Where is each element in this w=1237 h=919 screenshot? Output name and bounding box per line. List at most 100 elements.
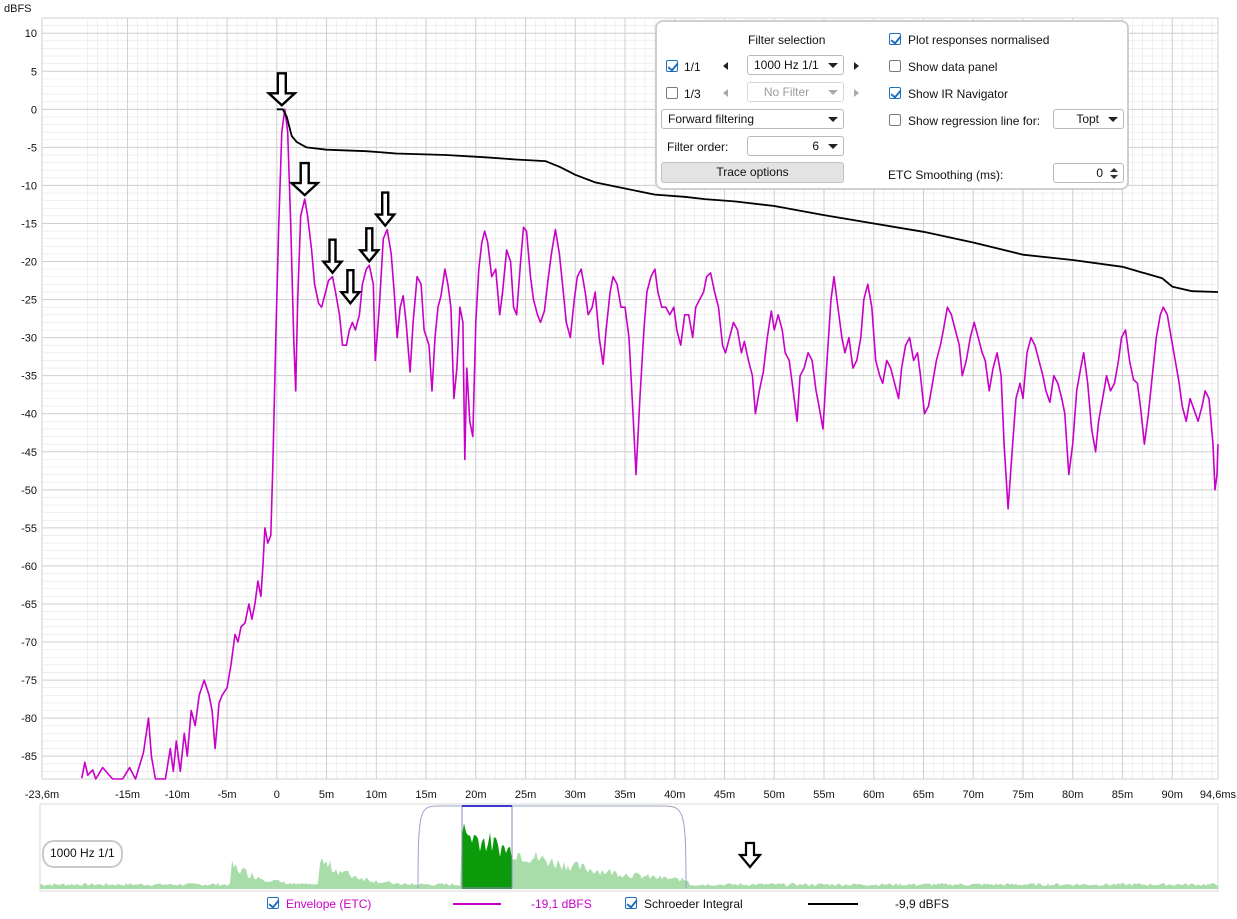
octave-1-3-label: 1/3 bbox=[684, 87, 701, 101]
x-tick-label: 90m bbox=[1162, 789, 1183, 800]
y-tick-label: -30 bbox=[21, 333, 37, 345]
legend-schroeder: Schroeder Integral -9,9 dBFS bbox=[625, 894, 965, 914]
y-tick-label: -35 bbox=[21, 371, 37, 383]
etc-smoothing-spinner[interactable]: 0 bbox=[1053, 163, 1124, 183]
show-data-panel-label: Show data panel bbox=[908, 60, 998, 74]
y-axis-label: dBFS bbox=[4, 3, 32, 15]
chevron-down-icon bbox=[828, 90, 838, 95]
envelope-legend-swatch bbox=[453, 903, 501, 905]
show-regression-checkbox[interactable] bbox=[889, 114, 901, 126]
y-tick-label: -5 bbox=[27, 142, 37, 154]
next-filter-right-icon[interactable] bbox=[854, 62, 859, 70]
y-tick-label: -55 bbox=[21, 523, 37, 535]
y-tick-label: -80 bbox=[21, 713, 37, 725]
plot-normalised-label: Plot responses normalised bbox=[908, 33, 1050, 47]
x-tick-label: 5m bbox=[319, 789, 334, 800]
y-tick-label: -45 bbox=[21, 447, 37, 459]
show-ir-navigator-checkbox[interactable] bbox=[889, 87, 901, 99]
x-tick-label: -15m bbox=[115, 789, 140, 800]
peak-arrow-marker bbox=[320, 238, 345, 275]
octave-filter-select[interactable]: 1000 Hz 1/1 bbox=[747, 55, 844, 75]
x-tick-label: 10m bbox=[366, 789, 387, 800]
filtering-mode-select[interactable]: Forward filtering bbox=[661, 109, 844, 129]
y-tick-label: -70 bbox=[21, 637, 37, 649]
y-tick-label: -40 bbox=[21, 409, 37, 421]
x-tick-label: 55m bbox=[813, 789, 834, 800]
y-tick-label: 10 bbox=[25, 28, 37, 40]
x-tick-label: 25m bbox=[515, 789, 536, 800]
envelope-visibility-checkbox[interactable] bbox=[267, 897, 279, 909]
peak-arrow-marker bbox=[288, 161, 321, 197]
y-tick-label: -15 bbox=[21, 218, 37, 230]
schroeder-visibility-checkbox[interactable] bbox=[625, 897, 637, 909]
x-tick-label: 70m bbox=[963, 789, 984, 800]
y-tick-label: -85 bbox=[21, 751, 37, 763]
x-tick-label: -23,6m bbox=[25, 789, 59, 800]
y-tick-label: -65 bbox=[21, 599, 37, 611]
legend-envelope: Envelope (ETC) -19,1 dBFS bbox=[267, 894, 637, 914]
show-data-panel-checkbox[interactable] bbox=[889, 60, 901, 72]
envelope-legend-label: Envelope (ETC) bbox=[286, 897, 372, 911]
x-tick-label: 35m bbox=[614, 789, 635, 800]
plot-normalised-checkbox[interactable] bbox=[889, 33, 901, 45]
y-tick-label: -25 bbox=[21, 295, 37, 307]
trace-options-button[interactable]: Trace options bbox=[661, 162, 844, 183]
x-tick-label: 75m bbox=[1012, 789, 1033, 800]
regression-param-select[interactable]: Topt bbox=[1053, 109, 1124, 129]
navigator-ir-overview bbox=[40, 823, 1218, 889]
peak-arrow-marker bbox=[357, 227, 381, 264]
y-tick-label: -60 bbox=[21, 561, 37, 573]
octave-1-3-checkbox[interactable] bbox=[666, 87, 678, 99]
spin-down-icon[interactable] bbox=[1110, 175, 1118, 179]
y-tick-label: 5 bbox=[31, 66, 37, 78]
y-tick-label: -50 bbox=[21, 485, 37, 497]
x-tick-label: 60m bbox=[863, 789, 884, 800]
chevron-down-icon bbox=[828, 117, 838, 122]
envelope-etc-line bbox=[81, 108, 1219, 780]
filter-order-value: 6 bbox=[812, 139, 819, 153]
regression-param-value: Topt bbox=[1076, 112, 1099, 126]
x-tick-label: 85m bbox=[1112, 789, 1133, 800]
x-tick-label: 40m bbox=[664, 789, 685, 800]
x-tick-label: 50m bbox=[764, 789, 785, 800]
navigator-window-envelope bbox=[417, 805, 687, 889]
x-tick-label: 45m bbox=[714, 789, 735, 800]
show-regression-label: Show regression line for: bbox=[908, 114, 1041, 128]
envelope-legend-value: -19,1 dBFS bbox=[531, 897, 592, 911]
prev-filter-left-icon[interactable] bbox=[723, 62, 728, 70]
octave-filter-value: 1000 Hz 1/1 bbox=[754, 58, 819, 72]
spin-up-icon[interactable] bbox=[1110, 168, 1118, 172]
x-tick-label: -10m bbox=[165, 789, 190, 800]
schroeder-legend-label: Schroeder Integral bbox=[644, 897, 743, 911]
x-tick-label: 15m bbox=[415, 789, 436, 800]
peak-arrow-marker bbox=[265, 72, 298, 107]
x-tick-label: 20m bbox=[465, 789, 486, 800]
filter-order-label: Filter order: bbox=[667, 140, 729, 154]
next-third-right-icon[interactable] bbox=[854, 89, 859, 97]
x-tick-label: 80m bbox=[1062, 789, 1083, 800]
octave-1-1-label: 1/1 bbox=[684, 60, 701, 74]
third-octave-filter-select[interactable]: No Filter bbox=[747, 82, 844, 102]
chevron-down-icon bbox=[828, 63, 838, 68]
x-tick-label: 30m bbox=[565, 789, 586, 800]
prev-third-left-icon[interactable] bbox=[723, 89, 728, 97]
etc-smoothing-value: 0 bbox=[1096, 166, 1103, 180]
ir-navigator[interactable] bbox=[0, 800, 1237, 900]
octave-1-1-checkbox[interactable] bbox=[666, 60, 678, 72]
peak-arrow-marker bbox=[373, 191, 397, 228]
x-tick-label: -5m bbox=[218, 789, 237, 800]
peak-arrow-marker bbox=[338, 269, 362, 306]
etc-smoothing-label: ETC Smoothing (ms): bbox=[888, 168, 1004, 182]
filter-selection-title: Filter selection bbox=[748, 33, 826, 47]
navigator-filter-label: 1000 Hz 1/1 bbox=[42, 840, 123, 868]
y-tick-label: -75 bbox=[21, 675, 37, 687]
schroeder-legend-swatch bbox=[808, 903, 858, 905]
filtering-mode-value: Forward filtering bbox=[668, 112, 755, 126]
schroeder-integral-line bbox=[276, 108, 1219, 293]
third-octave-filter-value: No Filter bbox=[763, 85, 810, 99]
x-tick-label: 0 bbox=[274, 789, 280, 800]
x-tick-label: 65m bbox=[913, 789, 934, 800]
filter-order-select[interactable]: 6 bbox=[747, 136, 844, 156]
schroeder-legend-value: -9,9 dBFS bbox=[895, 897, 950, 911]
